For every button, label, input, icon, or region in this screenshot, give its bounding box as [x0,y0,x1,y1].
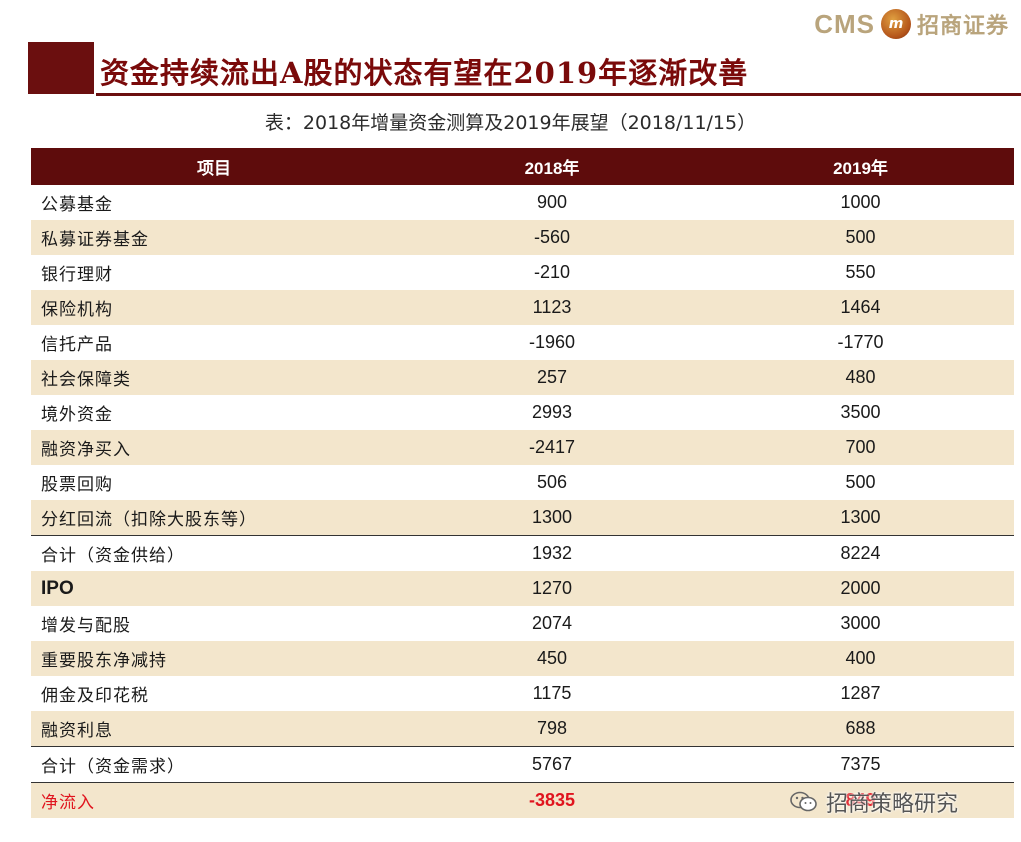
cms-logo: CMS m 招商证券 [814,8,1009,40]
value-2019: 2000 [707,571,1014,606]
row-label: 合计（资金供给） [31,535,397,571]
value-2019: 849 [707,782,1014,818]
table-row: 重要股东净减持 450 400 [31,641,1014,676]
value-2019: 1287 [707,676,1014,711]
header-2019: 2019年 [707,148,1014,185]
table-row: 佣金及印花税 1175 1287 [31,676,1014,711]
value-2018: -210 [397,255,707,290]
net-inflow-row: 净流入 -3835 849 [31,782,1014,818]
row-label: 融资净买入 [31,430,397,465]
table-row: 分红回流（扣除大股东等） 1300 1300 [31,500,1014,536]
value-2019: 3000 [707,606,1014,641]
row-label: 境外资金 [31,395,397,430]
value-2019: 8224 [707,535,1014,571]
header-2018: 2018年 [397,148,707,185]
value-2019: -1770 [707,325,1014,360]
table-row: 社会保障类 257 480 [31,360,1014,395]
value-2018: -2417 [397,430,707,465]
value-2019: 1464 [707,290,1014,325]
value-2019: 400 [707,641,1014,676]
value-2019: 700 [707,430,1014,465]
value-2018: 900 [397,185,707,220]
row-label: 合计（资金需求） [31,746,397,783]
table-row: 融资净买入 -2417 700 [31,430,1014,465]
value-2019: 688 [707,711,1014,747]
value-2018: -560 [397,220,707,255]
value-2019: 550 [707,255,1014,290]
value-2019: 500 [707,465,1014,500]
row-label: 佣金及印花税 [31,676,397,711]
title-divider [96,93,1021,96]
value-2018: 798 [397,711,707,747]
table-row: 公募基金 900 1000 [31,185,1014,220]
table-caption: 表：2018年增量资金测算及2019年展望（2018/11/15） [264,112,757,134]
header-item: 项目 [31,148,397,185]
value-2019: 3500 [707,395,1014,430]
table-row: 信托产品 -1960 -1770 [31,325,1014,360]
value-2018: 450 [397,641,707,676]
table-row: 增发与配股 2074 3000 [31,606,1014,641]
value-2018: 2074 [397,606,707,641]
row-label: 增发与配股 [31,606,397,641]
row-label: 银行理财 [31,255,397,290]
capital-flow-table: 项目 2018年 2019年 公募基金 900 1000 私募证券基金 -560 500… [31,148,1014,818]
value-2019: 500 [707,220,1014,255]
row-label: 重要股东净减持 [31,641,397,676]
table-row: 股票回购 506 500 [31,465,1014,500]
value-2018: 1300 [397,500,707,536]
demand-total-row: 合计（资金需求） 5767 7375 [31,746,1014,783]
supply-total-row: 合计（资金供给） 1932 8224 [31,535,1014,571]
row-label: 保险机构 [31,290,397,325]
table-row: 私募证券基金 -560 500 [31,220,1014,255]
table-row: 银行理财 -210 550 [31,255,1014,290]
value-2019: 1300 [707,500,1014,536]
logo-cms-text: CMS [814,8,875,39]
table-row: 境外资金 2993 3500 [31,395,1014,430]
row-label: IPO [31,571,397,606]
value-2018: 5767 [397,746,707,783]
page-title: 资金持续流出A股的状态有望在2019年逐渐改善 [100,56,749,90]
value-2019: 480 [707,360,1014,395]
value-2018: 506 [397,465,707,500]
value-2018: -1960 [397,325,707,360]
wechat-account-name: 招商策略研究 [826,792,959,817]
row-label: 私募证券基金 [31,220,397,255]
table-header-row: 项目 2018年 2019年 [31,148,1014,185]
wechat-icon [790,791,818,813]
logo-chinese-text: 招商证券 [916,13,1009,39]
wechat-watermark: 招商策略研究 [790,786,958,818]
value-2018: 1175 [397,676,707,711]
value-2019: 7375 [707,746,1014,783]
table-row: 融资利息 798 688 [31,711,1014,747]
value-2018: 2993 [397,395,707,430]
value-2019: 1000 [707,185,1014,220]
title-accent-block [28,42,94,94]
row-label: 分红回流（扣除大股东等） [31,500,397,536]
row-label: 公募基金 [31,185,397,220]
table-row: IPO 1270 2000 [31,571,1014,606]
row-label: 信托产品 [31,325,397,360]
row-label: 社会保障类 [31,360,397,395]
row-label: 股票回购 [31,465,397,500]
value-2018: 257 [397,360,707,395]
table-row: 保险机构 1123 1464 [31,290,1014,325]
value-2018: 1932 [397,535,707,571]
value-2018: -3835 [397,782,707,818]
value-2018: 1270 [397,571,707,606]
row-label: 净流入 [31,782,397,818]
logo-mark-icon: m [880,9,911,39]
value-2018: 1123 [397,290,707,325]
row-label: 融资利息 [31,711,397,747]
